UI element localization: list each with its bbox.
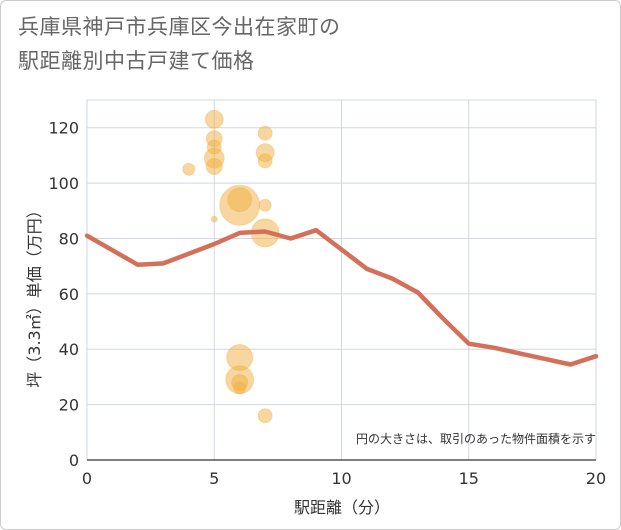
y-tick-label: 0	[69, 451, 79, 470]
average-line	[84, 227, 599, 367]
bubble-point	[204, 109, 224, 129]
y-tick-label: 20	[59, 396, 79, 415]
size-annotation: 円の大きさは、取引のあった物件面積を示す	[356, 431, 596, 446]
bubble-point	[210, 215, 218, 223]
bubble-point	[205, 157, 223, 175]
x-tick-label: 10	[331, 469, 351, 488]
x-tick-label: 0	[82, 469, 92, 488]
bubble-point	[233, 381, 247, 395]
bubble-point	[219, 184, 261, 226]
chart-title: 兵庫県神戸市兵庫区今出在家町の 駅距離別中古戸建て価格	[18, 10, 341, 78]
bubble-point	[257, 153, 273, 169]
y-tick-label: 80	[59, 229, 79, 248]
x-tick-label: 15	[459, 469, 479, 488]
bubble-point	[182, 162, 196, 176]
y-axis-title: 坪（3.3㎡）単価（万円）	[25, 202, 44, 387]
bubble-point	[258, 198, 272, 212]
y-tick-label: 60	[59, 285, 79, 304]
axes: 0 20 40 60 80 100 120 0 5 10 15 20	[48, 119, 606, 488]
y-tick-label: 40	[59, 340, 79, 359]
x-tick-label: 5	[209, 469, 219, 488]
y-tick-label: 100	[48, 174, 79, 193]
bubble-point	[257, 408, 273, 424]
bubbles	[182, 109, 280, 424]
series-line	[84, 227, 599, 367]
y-tick-label: 120	[48, 119, 79, 138]
x-tick-label: 20	[586, 469, 606, 488]
chart-title-line-2: 駅距離別中古戸建て価格	[18, 49, 255, 73]
chart-title-line-1: 兵庫県神戸市兵庫区今出在家町の	[18, 15, 341, 39]
x-axis-title: 駅距離（分）	[294, 498, 390, 517]
grid	[86, 99, 597, 461]
bubble-point	[257, 125, 273, 141]
